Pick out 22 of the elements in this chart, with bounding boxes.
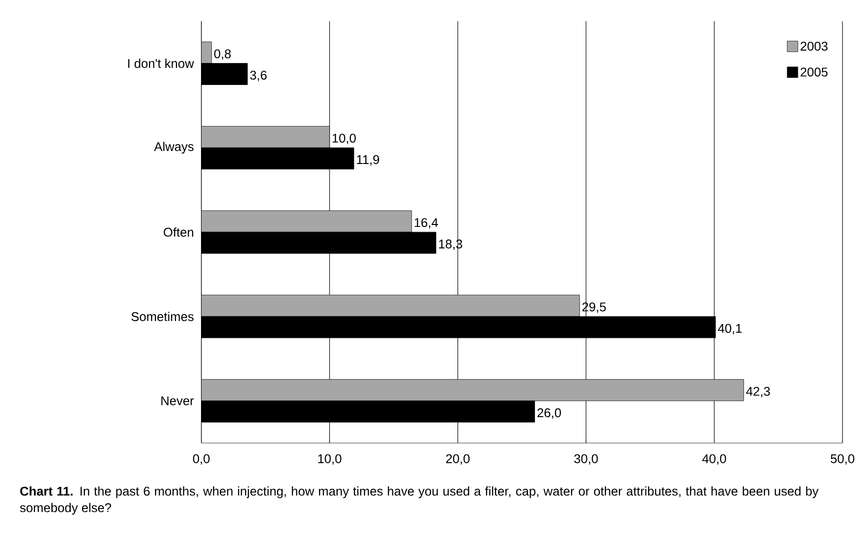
data-label: 3,6	[250, 70, 267, 81]
legend-label: 2003	[800, 42, 828, 50]
y-tick-label: Never	[161, 396, 194, 406]
text: Chart 11. In the past 6 months, when injecting, how many times have you used a filter, cap, water or other attributes, that have been used by somebody else?	[20, 486, 819, 514]
y-tick-label: Sometimes	[131, 312, 194, 321]
x-tick-label: 20,0	[446, 454, 470, 464]
x-tick-label: 10,0	[318, 454, 342, 464]
legend-label: 2005	[800, 67, 828, 76]
x-tick-label: 50,0	[830, 454, 854, 464]
x-tick-label: 0,0	[193, 454, 210, 464]
data-label: 40,1	[718, 324, 742, 334]
data-label: 10,0	[332, 134, 356, 144]
data-label: 26,0	[538, 408, 561, 419]
x-tick-label: 40,0	[702, 454, 726, 464]
data-label: 11,9	[357, 154, 380, 166]
data-label: 42,3	[746, 386, 770, 398]
y-tick-label: Often	[164, 227, 194, 236]
y-tick-label: I don't know	[128, 58, 194, 68]
data-label: 0,8	[214, 49, 231, 60]
data-label: 16,4	[414, 218, 438, 228]
y-tick-label: Always	[154, 142, 194, 154]
x-tick-label: 30,0	[574, 454, 598, 464]
